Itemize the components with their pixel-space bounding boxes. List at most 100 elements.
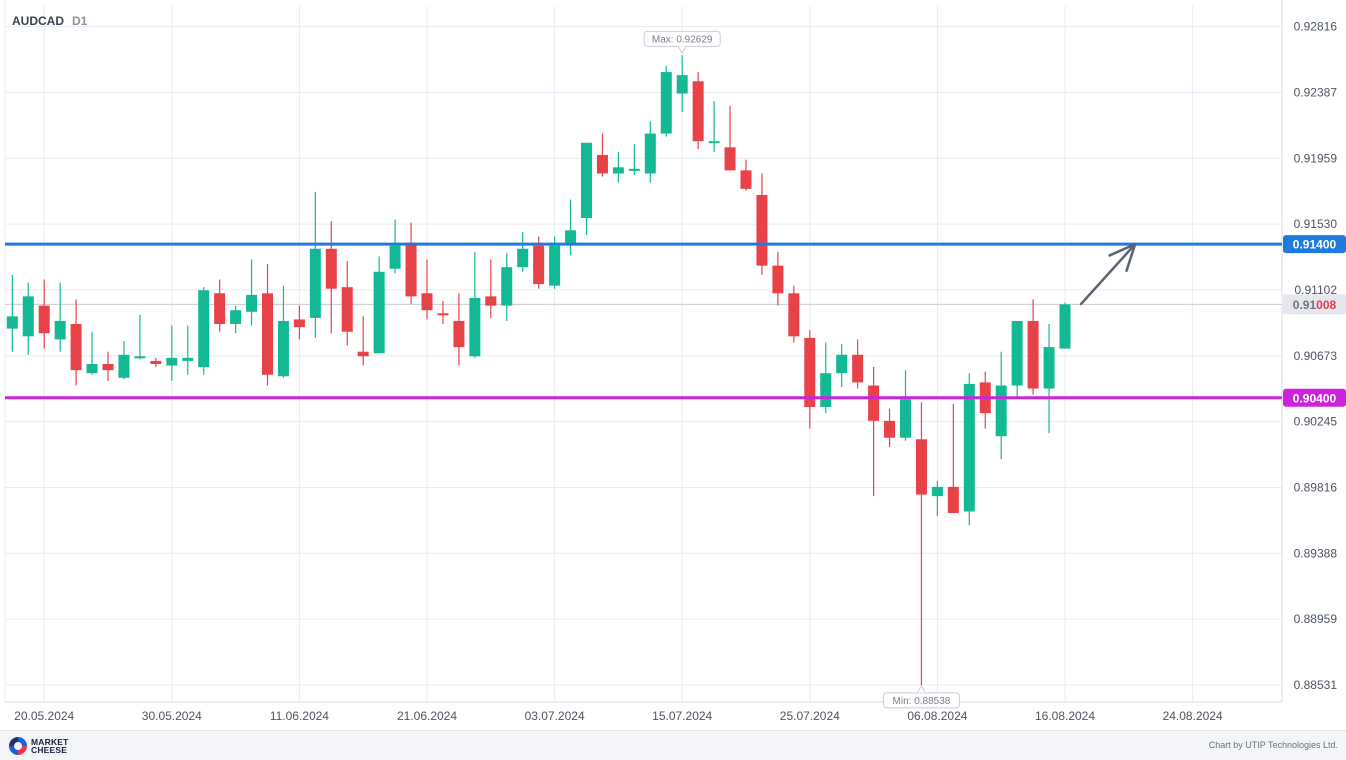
bearish-candle[interactable] (214, 293, 226, 325)
logo-line-2: CHEESE (31, 745, 68, 755)
x-tick-label: 06.08.2024 (907, 709, 967, 723)
bullish-candle[interactable] (820, 373, 832, 408)
bearish-candle[interactable] (357, 351, 369, 357)
y-tick-label: 0.91530 (1294, 217, 1338, 231)
bullish-candle[interactable] (931, 486, 943, 497)
bullish-candle[interactable] (612, 167, 624, 174)
bullish-candle[interactable] (644, 133, 656, 174)
symbol-label: AUDCAD (12, 14, 64, 28)
bullish-candle[interactable] (549, 245, 561, 286)
x-tick-label: 03.07.2024 (525, 709, 585, 723)
max-marker-pointer (677, 46, 687, 55)
bearish-candle[interactable] (915, 439, 927, 495)
bearish-candle[interactable] (724, 147, 736, 171)
current-price-label: 0.91008 (1293, 298, 1337, 312)
bearish-candle[interactable] (772, 265, 784, 294)
bullish-candle[interactable] (1059, 304, 1071, 349)
bearish-candle[interactable] (150, 360, 162, 364)
bearish-candle[interactable] (485, 296, 497, 306)
bearish-candle[interactable] (102, 363, 114, 371)
bullish-candle[interactable] (517, 248, 529, 268)
y-tick-label: 0.92816 (1294, 20, 1338, 34)
y-tick-label: 0.92387 (1294, 86, 1338, 100)
bullish-candle[interactable] (134, 356, 146, 359)
bearish-candle[interactable] (325, 248, 337, 289)
bullish-candle[interactable] (565, 230, 577, 245)
bearish-candle[interactable] (596, 155, 608, 174)
bearish-candle[interactable] (453, 320, 465, 348)
bullish-candle[interactable] (501, 267, 513, 306)
timeframe-label: D1 (72, 14, 88, 28)
bullish-candle[interactable] (198, 290, 210, 368)
bearish-candle[interactable] (405, 242, 417, 297)
current-price-prefix: 0.91 (1293, 298, 1317, 312)
forecast-arrow-icon (1108, 242, 1137, 273)
bearish-candle[interactable] (437, 313, 449, 316)
bullish-candle[interactable] (676, 75, 688, 94)
min-marker-pointer (917, 684, 926, 694)
y-tick-label: 0.88531 (1294, 678, 1338, 692)
logo-text: MARKET CHEESE (31, 738, 69, 755)
level-price-tag-2 (1283, 388, 1346, 407)
bearish-candle[interactable] (852, 354, 864, 383)
bullish-candle[interactable] (836, 354, 848, 374)
y-tick-label: 0.90673 (1294, 349, 1338, 363)
y-tick-label: 0.90245 (1294, 415, 1338, 429)
bullish-candle[interactable] (389, 245, 401, 269)
bearish-candle[interactable] (740, 170, 752, 189)
current-price-tag (1283, 294, 1346, 315)
bullish-candle[interactable] (182, 357, 194, 361)
x-tick-label: 21.06.2024 (397, 709, 457, 723)
bullish-candle[interactable] (708, 141, 720, 144)
y-tick-label: 0.88959 (1294, 612, 1338, 626)
bullish-candle[interactable] (373, 271, 385, 354)
x-tick-label: 16.08.2024 (1035, 709, 1095, 723)
max-marker-label: Max: 0.92629 (652, 34, 713, 45)
bullish-candle[interactable] (277, 320, 289, 377)
y-tick-label: 0.89388 (1294, 546, 1338, 560)
bullish-candle[interactable] (900, 399, 911, 438)
bearish-candle[interactable] (70, 324, 82, 371)
bullish-candle[interactable] (86, 363, 98, 374)
bearish-candle[interactable] (692, 81, 704, 142)
x-tick-label: 15.07.2024 (652, 709, 712, 723)
bullish-candle[interactable] (660, 72, 672, 134)
bearish-candle[interactable] (884, 420, 896, 438)
chart-canvas[interactable]: 0.92816 0.92387 0.91959 0.91530 0.91102 0.906… (0, 0, 1346, 730)
bearish-candle[interactable] (1027, 320, 1039, 389)
bullish-candle[interactable] (22, 296, 34, 337)
bullish-candle[interactable] (995, 385, 1007, 437)
bearish-candle[interactable] (38, 305, 50, 334)
bearish-candle[interactable] (341, 287, 353, 332)
footer-bar: MARKET CHEESE Chart by UTIP Technologies… (0, 730, 1346, 760)
bearish-candle[interactable] (804, 337, 816, 408)
x-tick-label: 20.05.2024 (14, 709, 74, 723)
bullish-candle[interactable] (309, 248, 321, 318)
level-price-label-2: 0.90400 (1293, 391, 1337, 405)
chart-credit: Chart by UTIP Technologies Ltd. (1208, 740, 1338, 750)
bearish-candle[interactable] (868, 385, 880, 421)
bullish-candle[interactable] (230, 310, 242, 325)
bearish-candle[interactable] (756, 194, 768, 266)
bearish-candle[interactable] (788, 293, 800, 337)
bullish-candle[interactable] (581, 142, 592, 219)
bullish-candle[interactable] (54, 320, 66, 340)
bullish-candle[interactable] (963, 383, 975, 512)
x-tick-label: 25.07.2024 (780, 709, 840, 723)
bearish-candle[interactable] (421, 293, 433, 311)
bearish-candle[interactable] (262, 293, 273, 375)
min-marker-label: Min: 0.88538 (893, 696, 951, 707)
bullish-candle[interactable] (246, 294, 258, 312)
bullish-candle[interactable] (118, 354, 130, 378)
forecast-arrow-shaft (1079, 242, 1137, 306)
bullish-candle[interactable] (628, 168, 640, 171)
bearish-candle[interactable] (293, 319, 305, 328)
bullish-candle[interactable] (469, 297, 481, 357)
bullish-candle[interactable] (6, 316, 18, 329)
bullish-candle[interactable] (1011, 320, 1023, 386)
bearish-candle[interactable] (947, 486, 959, 514)
bullish-candle[interactable] (1043, 347, 1055, 389)
bearish-candle[interactable] (533, 245, 545, 285)
bullish-candle[interactable] (166, 357, 178, 366)
